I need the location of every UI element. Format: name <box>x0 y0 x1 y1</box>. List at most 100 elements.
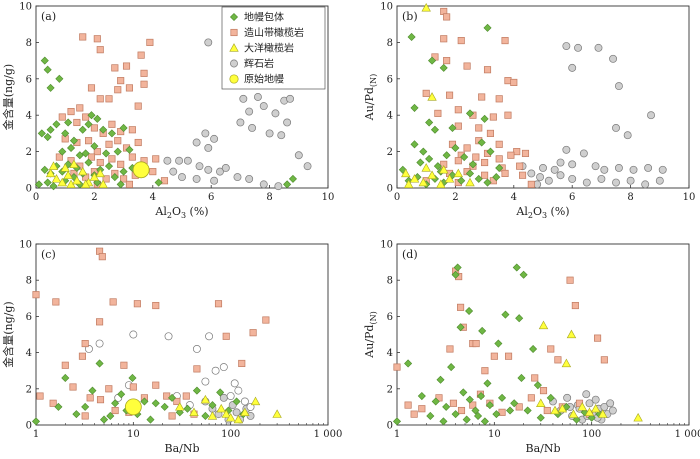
mantle-point <box>492 173 501 182</box>
orogenic-point <box>443 57 451 65</box>
mantle-point <box>49 182 58 191</box>
y-tick-label: 6 <box>26 74 32 85</box>
mantle-point <box>119 123 128 132</box>
pyroxenite-point <box>183 156 192 165</box>
mantle-point <box>562 402 571 411</box>
pyroxenite-point <box>204 144 213 152</box>
oceanic-point <box>221 409 231 418</box>
orogenic-point <box>160 177 169 185</box>
orogenic-point <box>137 51 145 59</box>
mantle-point <box>480 417 489 426</box>
y-tick-label: 2 <box>387 384 393 395</box>
y-tick-label: 4 <box>26 348 32 359</box>
y-tick-label: 2 <box>387 147 393 158</box>
legend-item-pyroxenite: 辉石岩 <box>230 57 274 70</box>
x-axis-label: Ba/Nb <box>164 442 199 455</box>
orogenic-point <box>454 106 462 114</box>
pyroxenite-point <box>626 176 635 185</box>
orogenic-point <box>81 412 89 420</box>
oceanic-point <box>72 175 82 185</box>
orogenic-point <box>114 137 122 145</box>
pyroxenite-point <box>658 165 667 174</box>
oceanic-point <box>465 177 475 187</box>
mantle-point <box>474 174 483 183</box>
y-tick-label: 0 <box>26 421 32 432</box>
y-axis-label: 金含量(ng/g) <box>1 301 15 367</box>
orogenic-point <box>120 175 128 183</box>
pyroxenite-point <box>210 176 219 185</box>
oceanic-point <box>272 409 282 418</box>
oceanic-point <box>550 405 560 415</box>
pyroxenite-point <box>192 138 201 147</box>
mantle-point <box>81 402 90 411</box>
mantle-point <box>58 147 67 156</box>
orogenic-point <box>505 352 513 360</box>
orogenic-point <box>96 396 105 404</box>
legend-label-mantle: 地幔包体 <box>244 11 284 24</box>
orogenic-point <box>105 95 113 103</box>
white-point <box>219 363 228 372</box>
pyroxenite-point <box>178 173 186 182</box>
oceanic-point <box>216 403 226 413</box>
oceanic-point <box>250 396 261 406</box>
orogenic-point <box>117 160 125 168</box>
mantle-point <box>410 103 419 112</box>
y-tick-label: 0 <box>26 184 32 195</box>
x-tick-label: 2 <box>91 192 97 203</box>
orogenic-point <box>422 89 430 97</box>
panel-label: (a) <box>41 10 56 23</box>
oceanic-point <box>566 329 577 339</box>
mantle-point <box>510 399 519 408</box>
plot-frame <box>35 243 329 426</box>
pyroxenite-point <box>204 165 213 174</box>
pyroxenite-point <box>591 162 600 171</box>
oceanic-point <box>207 411 218 420</box>
mantle-point <box>447 363 456 372</box>
mantle-point <box>100 415 109 424</box>
orogenic-point <box>446 345 454 353</box>
pyroxenite-point <box>259 180 268 189</box>
pyroxenite-point <box>192 174 201 183</box>
plot-frame <box>35 5 329 189</box>
pyroxenite-point <box>544 176 553 185</box>
mantle-point <box>111 399 120 408</box>
orogenic-point <box>111 64 119 72</box>
x-axis-label: Al2O3 (%) <box>515 205 569 220</box>
oceanic-point <box>538 320 549 330</box>
mantle-point <box>428 56 437 65</box>
mantle-point <box>104 162 114 171</box>
pyroxenite-point <box>221 164 230 172</box>
orogenic-point <box>134 102 142 110</box>
y-axis-label: Au/Pd(N) <box>363 311 378 358</box>
mantle-point <box>69 136 78 145</box>
orogenic-point <box>539 387 548 395</box>
orogenic-point <box>469 401 477 409</box>
mantle-point <box>119 167 128 176</box>
pyroxenite-point <box>597 174 606 183</box>
mantle-point <box>404 359 413 368</box>
orogenic-point <box>594 334 602 342</box>
pyroxenite-point <box>259 102 268 111</box>
y-tick-label: 8 <box>387 276 393 287</box>
mantle-point <box>529 344 538 354</box>
mantle-point <box>95 359 104 368</box>
pyroxenite-point <box>303 162 312 171</box>
pyroxenite-point <box>536 173 545 182</box>
orogenic-point <box>134 138 142 147</box>
y-axis-label: 金含量(ng/g) <box>1 64 15 130</box>
pyroxenite-point <box>245 107 254 116</box>
orogenic-point <box>457 406 466 415</box>
oceanic-point <box>536 398 546 407</box>
mantle-point <box>192 386 201 395</box>
mantle-point <box>477 392 486 401</box>
mantle-point <box>512 263 521 272</box>
pyroxenite-point <box>644 164 653 172</box>
x-tick-label: 6 <box>569 192 575 203</box>
legend-label-oceanic: 大洋橄榄岩 <box>244 42 294 55</box>
pyroxenite-point <box>556 158 565 167</box>
pyroxenite-point <box>556 171 565 180</box>
pyroxenite-point <box>265 129 274 138</box>
orogenic-point <box>519 171 527 179</box>
pyroxenite-point <box>600 165 609 174</box>
